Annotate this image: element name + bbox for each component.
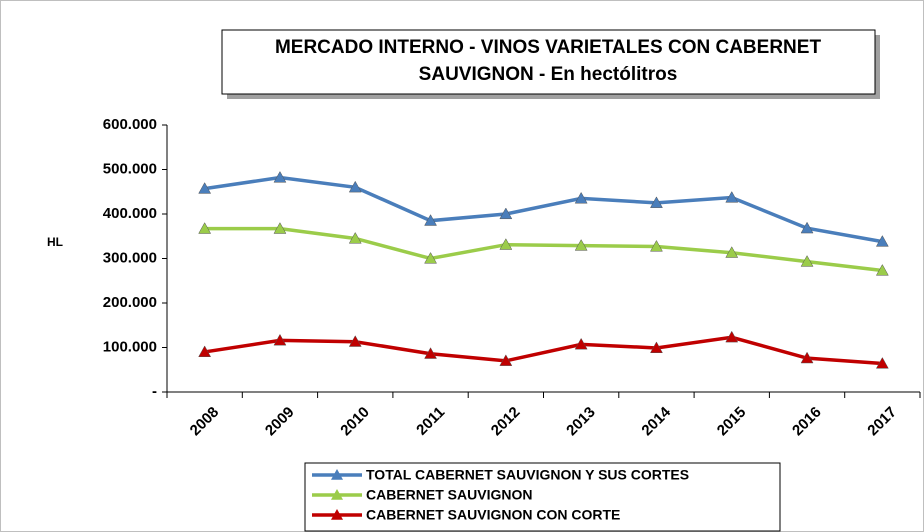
marker (348, 231, 362, 244)
title-box (221, 29, 876, 95)
chart-title: MERCADO INTERNO - VINOS VARIETALES CON C… (275, 37, 821, 58)
legend-label: CABERNET SAUVIGNON (366, 487, 532, 503)
marker (198, 345, 212, 357)
marker (650, 341, 663, 353)
marker (574, 239, 588, 251)
y-tick-label: 500.000 (103, 160, 157, 177)
marker (348, 335, 362, 347)
legend-label: CABERNET SAUVIGNON CON CORTE (366, 507, 620, 523)
marker (875, 235, 889, 247)
marker (198, 222, 212, 234)
marker (650, 239, 663, 252)
y-tick-label: 100.000 (103, 338, 157, 355)
legend-marker (331, 469, 343, 480)
marker (424, 347, 437, 359)
marker (875, 264, 889, 276)
marker (800, 351, 814, 364)
marker (725, 330, 739, 343)
marker (574, 337, 588, 350)
marker (875, 357, 889, 369)
y-tick-label: 600.000 (103, 116, 157, 133)
y-tick-label: 200.000 (103, 294, 157, 311)
legend-box (304, 462, 781, 532)
series-line (204, 175, 883, 244)
y-axis-label: HL (47, 235, 63, 249)
marker (499, 207, 513, 220)
series-line (204, 335, 883, 366)
marker (273, 170, 287, 183)
marker (273, 222, 287, 234)
legend-marker (331, 489, 343, 500)
marker (650, 196, 663, 208)
legend-marker (331, 509, 343, 520)
marker (725, 191, 739, 203)
marker (424, 251, 437, 264)
chart-title: SAUVIGNON - En hectólitros (419, 64, 678, 85)
marker (800, 255, 814, 267)
marker (574, 191, 588, 204)
marker (499, 238, 513, 250)
y-tick-label: 400.000 (103, 205, 157, 222)
marker (273, 333, 287, 346)
y-tick-label: 300.000 (103, 249, 157, 266)
marker (725, 246, 739, 258)
marker (499, 354, 513, 366)
series-line (204, 226, 883, 273)
y-tick-label: - (152, 383, 157, 400)
marker (198, 182, 212, 194)
legend-label: TOTAL CABERNET SAUVIGNON Y SUS CORTES (366, 467, 689, 483)
marker (424, 214, 437, 226)
marker (800, 221, 814, 234)
marker (348, 180, 362, 193)
